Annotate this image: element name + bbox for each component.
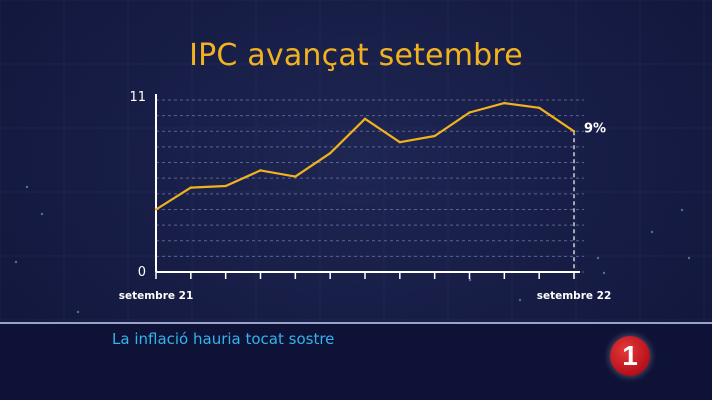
background-star — [14, 260, 18, 264]
data-point — [363, 117, 367, 120]
data-point — [294, 175, 297, 178]
data-point — [537, 106, 541, 110]
background-star — [25, 185, 29, 189]
background-star — [468, 278, 472, 282]
data-point — [189, 186, 193, 189]
chart-title: IPC avançat setembre — [189, 38, 523, 73]
background-star — [602, 271, 606, 275]
x-ticks — [155, 272, 575, 279]
data-point — [328, 151, 332, 155]
background-star — [687, 256, 691, 260]
data-point — [503, 101, 506, 105]
data-point — [468, 111, 471, 114]
background-star — [40, 212, 44, 216]
data-point — [398, 141, 402, 144]
data-point — [433, 134, 436, 138]
ticker-text: La inflació hauria tocat sostre — [112, 330, 335, 348]
channel-logo: 1 — [610, 336, 650, 376]
background-star — [680, 208, 684, 212]
data-point — [224, 184, 227, 188]
background-star — [596, 256, 600, 260]
y-tick-label-top: 11 — [129, 90, 146, 105]
line-chart: 11 0 setembre 21 setembre 22 9% — [119, 90, 612, 302]
data-point — [154, 208, 158, 211]
y-tick-label-bottom: 0 — [138, 265, 146, 280]
x-tick-label-end: setembre 22 — [537, 290, 612, 302]
background-star — [76, 310, 80, 314]
background-star — [518, 298, 522, 302]
data-point — [572, 130, 576, 133]
last-value-label: 9% — [584, 121, 606, 136]
data-point — [259, 169, 262, 172]
news-ticker: La inflació hauria tocat sostre 1 — [0, 322, 712, 400]
background-star — [650, 230, 654, 234]
x-tick-label-start: setembre 21 — [119, 290, 194, 302]
